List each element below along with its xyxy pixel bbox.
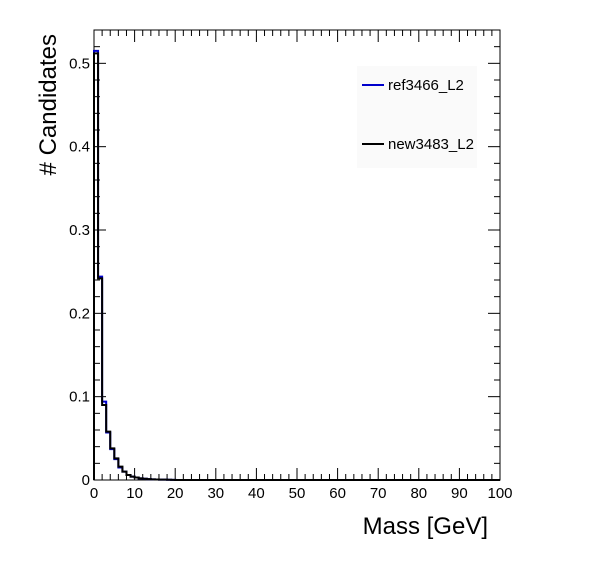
x-tick-label: 20 — [167, 485, 184, 502]
x-tick-label: 40 — [248, 485, 265, 502]
x-tick-label: 60 — [329, 485, 346, 502]
legend-label-1: ref3466_L2 — [388, 77, 464, 94]
x-tick-label: 30 — [207, 485, 224, 502]
x-tick-label: 70 — [370, 485, 387, 502]
y-axis-label: # Candidates — [35, 34, 62, 175]
x-axis-label: Mass [GeV] — [363, 513, 488, 540]
x-tick-label: 10 — [126, 485, 143, 502]
x-tick-label: 100 — [487, 485, 512, 502]
histogram-series-2 — [93, 52, 500, 481]
legend-box — [357, 66, 477, 168]
y-tick-label: 0 — [82, 472, 90, 489]
y-tick-label: 0.5 — [69, 55, 90, 72]
legend-label-2: new3483_L2 — [388, 136, 474, 153]
y-tick-label: 0.1 — [69, 389, 90, 406]
x-tick-label: 0 — [90, 485, 98, 502]
x-tick-label: 80 — [410, 485, 427, 502]
y-tick-label: 0.2 — [69, 305, 90, 322]
y-tick-label: 0.4 — [69, 139, 90, 156]
x-tick-label: 50 — [289, 485, 306, 502]
y-tick-label: 0.3 — [69, 222, 90, 239]
x-tick-label: 90 — [451, 485, 468, 502]
